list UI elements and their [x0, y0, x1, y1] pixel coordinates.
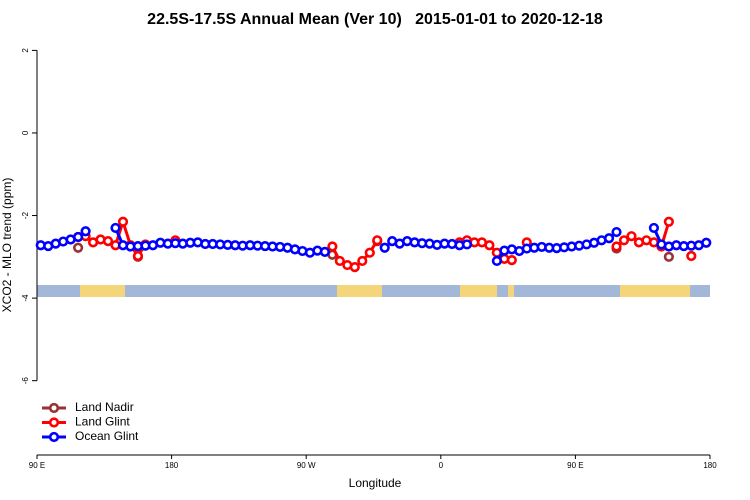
x-tick-label: 180: [703, 461, 717, 470]
legend-marker: [48, 431, 60, 443]
data-point: [80, 226, 91, 237]
data-point: [73, 231, 84, 243]
data-point: [102, 236, 114, 247]
data-point: [618, 235, 630, 246]
legend-marker: [48, 402, 60, 414]
data-point: [648, 222, 660, 234]
data-point: [484, 240, 495, 251]
data-point: [663, 251, 674, 262]
x-tick-label: 180: [165, 461, 179, 470]
data-point: [73, 242, 84, 253]
data-point: [132, 250, 144, 262]
data-point: [611, 241, 622, 252]
series: [73, 216, 697, 273]
x-tick-label: 90 W: [297, 461, 316, 470]
land-mask-strip: [37, 285, 710, 297]
data-point: [319, 246, 330, 257]
land-strip: [460, 285, 497, 297]
x-tick-label: 90 E: [567, 461, 583, 470]
data-point: [461, 239, 473, 250]
data-point: [506, 255, 517, 266]
y-tick-label: -4: [21, 294, 30, 302]
x-axis-title: Longitude: [349, 476, 402, 490]
land-strip: [80, 285, 125, 297]
data-point: [701, 237, 712, 248]
data-point: [686, 250, 697, 262]
series: [35, 222, 712, 267]
data-point: [626, 231, 637, 242]
land-strip: [620, 285, 690, 297]
y-tick-label: 0: [21, 130, 30, 135]
data-point: [663, 216, 674, 227]
data-point: [334, 255, 345, 267]
legend-label: Land Glint: [75, 415, 130, 429]
x-tick-label: 0: [439, 461, 444, 470]
y-tick-label: 2: [21, 48, 30, 53]
data-point: [357, 255, 368, 267]
y-tick-label: -2: [21, 211, 30, 219]
data-point: [491, 255, 502, 267]
data-point: [379, 242, 390, 253]
y-axis-title: XCO2 - MLO trend (ppm): [0, 178, 14, 313]
data-point: [349, 262, 360, 273]
chart-title: 22.5S-17.5S Annual Mean (Ver 10) 2015-01…: [147, 11, 603, 28]
land-strip: [337, 285, 382, 297]
legend-marker: [48, 417, 60, 428]
y-tick-label: -6: [21, 377, 30, 385]
data-point: [110, 222, 121, 234]
x-tick-label: 90 E: [29, 461, 45, 470]
data-point: [372, 235, 383, 246]
data-point: [327, 241, 338, 252]
legend-label: Ocean Glint: [75, 429, 139, 443]
legend-label: Land Nadir: [75, 400, 134, 414]
data-point: [364, 247, 375, 258]
land-strip: [508, 285, 514, 297]
data-point: [611, 226, 622, 238]
data-point: [603, 233, 615, 244]
data-point: [117, 216, 129, 227]
